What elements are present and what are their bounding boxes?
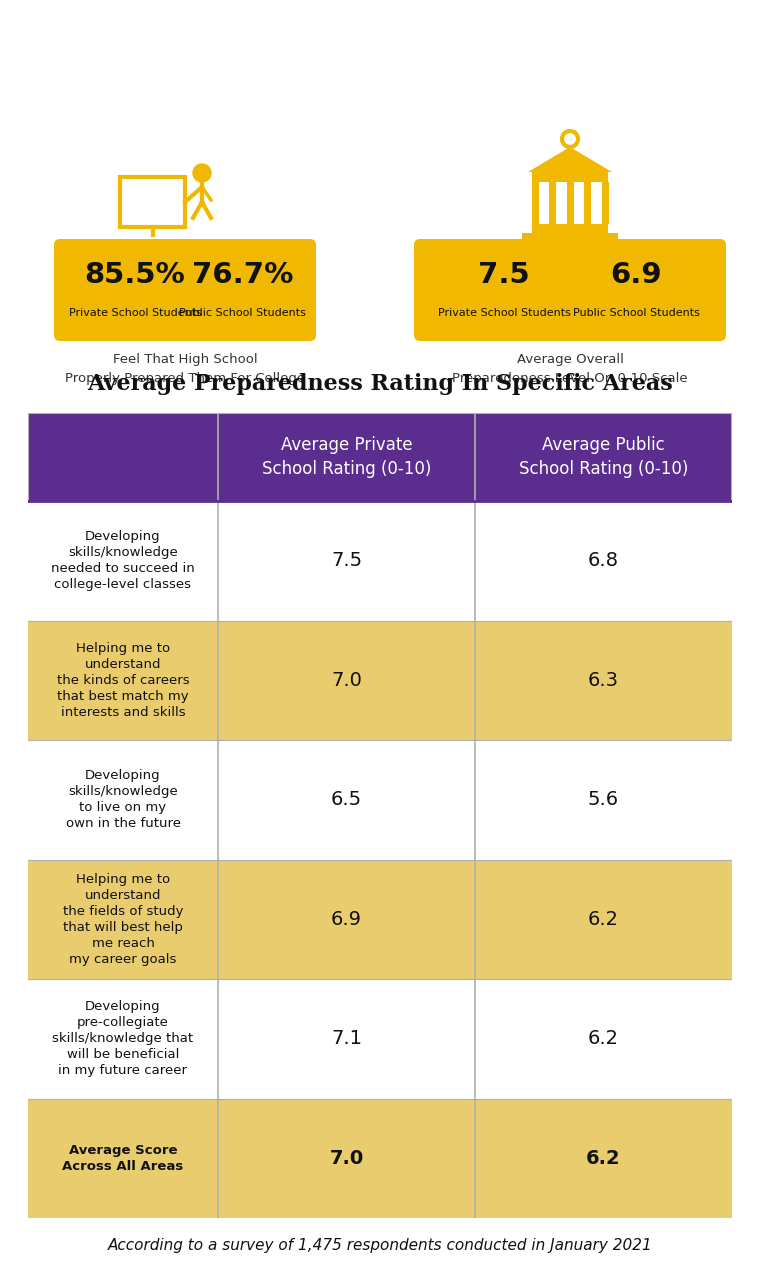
Text: Developing
skills/knowledge
to live on my
own in the future: Developing skills/knowledge to live on m… xyxy=(65,769,181,830)
Bar xyxy=(522,233,618,243)
Circle shape xyxy=(193,164,211,182)
Text: 76.7%: 76.7% xyxy=(192,261,293,289)
Bar xyxy=(566,182,574,224)
Bar xyxy=(601,182,609,224)
Text: Average Overall
Preparedeness Level On 0-10 Scale: Average Overall Preparedeness Level On 0… xyxy=(452,353,688,385)
Bar xyxy=(549,182,556,224)
Text: Helping me to
understand
the fields of study
that will best help
me reach
my car: Helping me to understand the fields of s… xyxy=(63,873,183,966)
Text: 6.9: 6.9 xyxy=(610,261,662,289)
Text: According to a survey of 1,475 respondents conducted in January 2021: According to a survey of 1,475 responden… xyxy=(108,1238,652,1253)
Text: Developing
pre-collegiate
skills/knowledge that
will be beneficial
in my future : Developing pre-collegiate skills/knowled… xyxy=(52,1000,194,1078)
Text: Feel That High School
Properly Prepared Them For College: Feel That High School Properly Prepared … xyxy=(65,353,305,385)
Bar xyxy=(584,182,591,224)
Bar xyxy=(531,182,539,224)
Bar xyxy=(532,172,608,182)
Text: Average Preparedness Rating In Specific Areas: Average Preparedness Rating In Specific … xyxy=(87,372,673,395)
Bar xyxy=(28,620,732,740)
Text: 6.8: 6.8 xyxy=(588,552,619,571)
Text: 6.9: 6.9 xyxy=(331,910,362,929)
Text: Public School Students: Public School Students xyxy=(572,308,699,318)
Bar xyxy=(28,501,732,620)
FancyBboxPatch shape xyxy=(414,239,726,341)
Text: Developing
skills/knowledge
needed to succeed in
college-level classes: Developing skills/knowledge needed to su… xyxy=(51,530,195,591)
Text: 6.2: 6.2 xyxy=(586,1149,621,1168)
Bar xyxy=(28,413,732,501)
Polygon shape xyxy=(528,147,612,172)
Text: 6.2: 6.2 xyxy=(588,910,619,929)
Text: 6.2: 6.2 xyxy=(588,1030,619,1049)
Text: 7.0: 7.0 xyxy=(329,1149,363,1168)
Text: 7.1: 7.1 xyxy=(331,1030,362,1049)
FancyBboxPatch shape xyxy=(54,239,316,341)
Bar xyxy=(28,1098,732,1218)
Text: Average Private
School Rating (0-10): Average Private School Rating (0-10) xyxy=(261,436,431,478)
Text: Public School Students: Public School Students xyxy=(179,308,306,318)
Text: Helping me to
understand
the kinds of careers
that best match my
interests and s: Helping me to understand the kinds of ca… xyxy=(57,642,189,718)
Text: 7.5: 7.5 xyxy=(331,552,362,571)
Text: 7.0: 7.0 xyxy=(331,671,362,690)
Text: Average Score
Across All Areas: Average Score Across All Areas xyxy=(62,1144,184,1173)
Text: Private School Students: Private School Students xyxy=(68,308,201,318)
Text: 7.5: 7.5 xyxy=(478,261,530,289)
Bar xyxy=(532,224,608,233)
Text: Private School Students: Private School Students xyxy=(438,308,571,318)
Text: Average Public
School Rating (0-10): Average Public School Rating (0-10) xyxy=(519,436,689,478)
Text: Differences In How Public And Private School Students: Differences In How Public And Private Sc… xyxy=(25,22,735,43)
Bar xyxy=(28,740,732,859)
Text: 5.6: 5.6 xyxy=(588,791,619,810)
Text: 6.3: 6.3 xyxy=(588,671,619,690)
Text: 6.5: 6.5 xyxy=(331,791,362,810)
Text: Feel About How Well High School Prepared Them For College: Feel About How Well High School Prepared… xyxy=(0,74,760,97)
Bar xyxy=(28,979,732,1098)
Bar xyxy=(28,859,732,979)
Text: 85.5%: 85.5% xyxy=(84,261,185,289)
